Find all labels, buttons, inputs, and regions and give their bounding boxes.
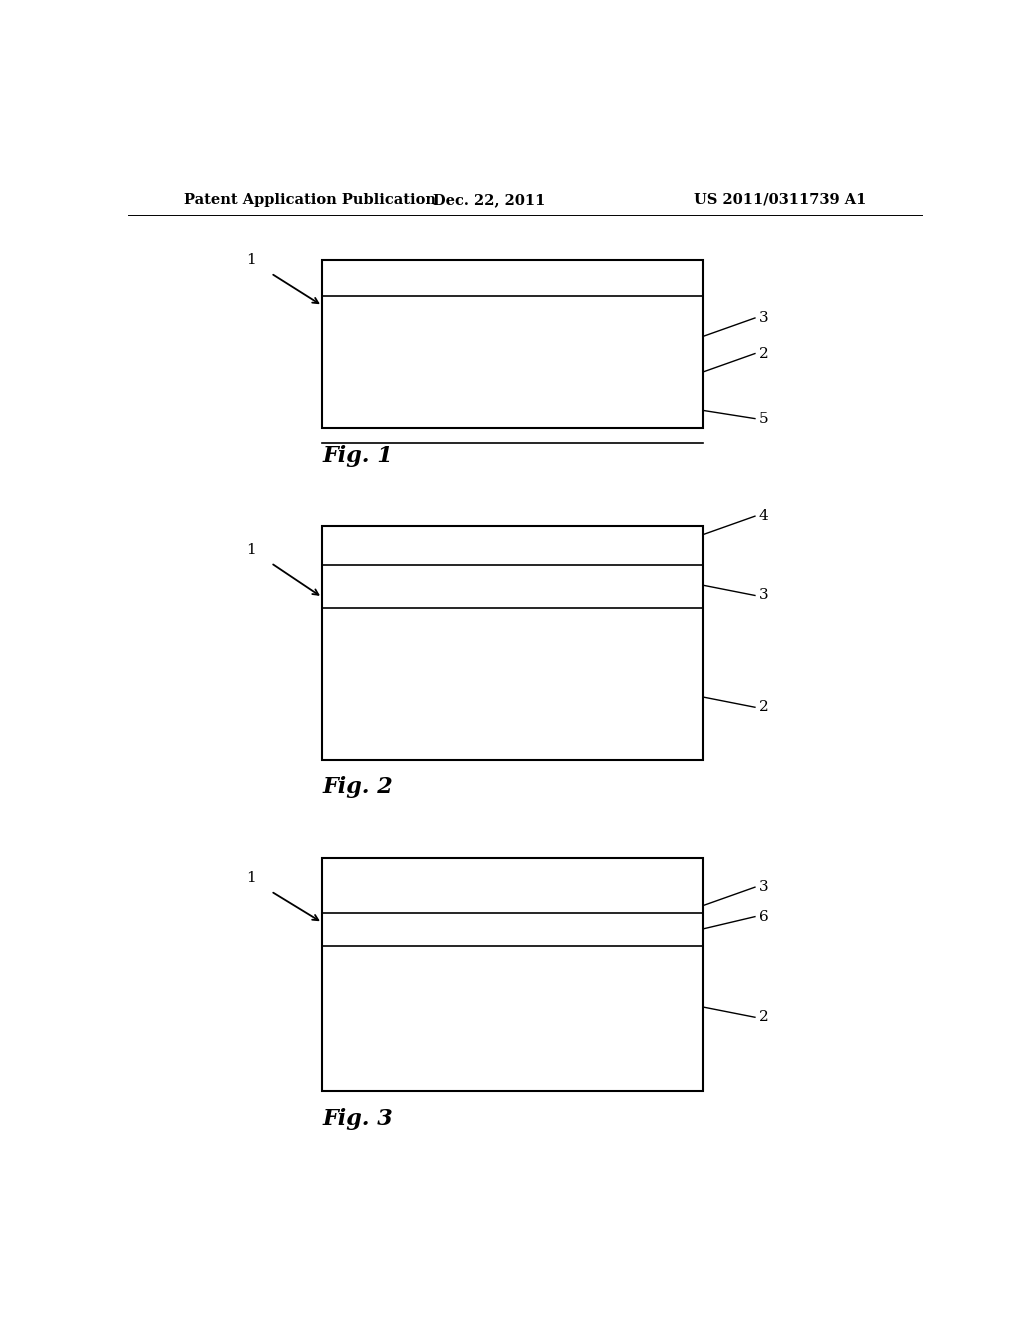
Text: 3: 3: [759, 312, 769, 325]
Text: Patent Application Publication: Patent Application Publication: [183, 193, 435, 207]
Text: US 2011/0311739 A1: US 2011/0311739 A1: [693, 193, 866, 207]
Text: 3: 3: [759, 589, 769, 602]
Text: 2: 2: [759, 347, 769, 360]
Bar: [323, 858, 703, 1092]
Text: 4: 4: [759, 510, 769, 523]
Text: 5: 5: [759, 412, 769, 425]
Text: Fig. 2: Fig. 2: [323, 776, 393, 799]
Text: Dec. 22, 2011: Dec. 22, 2011: [433, 193, 545, 207]
Text: 2: 2: [759, 700, 769, 714]
Text: 1: 1: [246, 871, 256, 886]
Text: 1: 1: [246, 543, 256, 557]
Text: 6: 6: [759, 909, 769, 924]
Text: 2: 2: [759, 1010, 769, 1024]
Text: 3: 3: [759, 880, 769, 894]
Bar: [323, 527, 703, 760]
Text: Fig. 1: Fig. 1: [323, 445, 393, 467]
Text: 1: 1: [246, 253, 256, 267]
Bar: [323, 260, 703, 428]
Text: Fig. 3: Fig. 3: [323, 1107, 393, 1130]
